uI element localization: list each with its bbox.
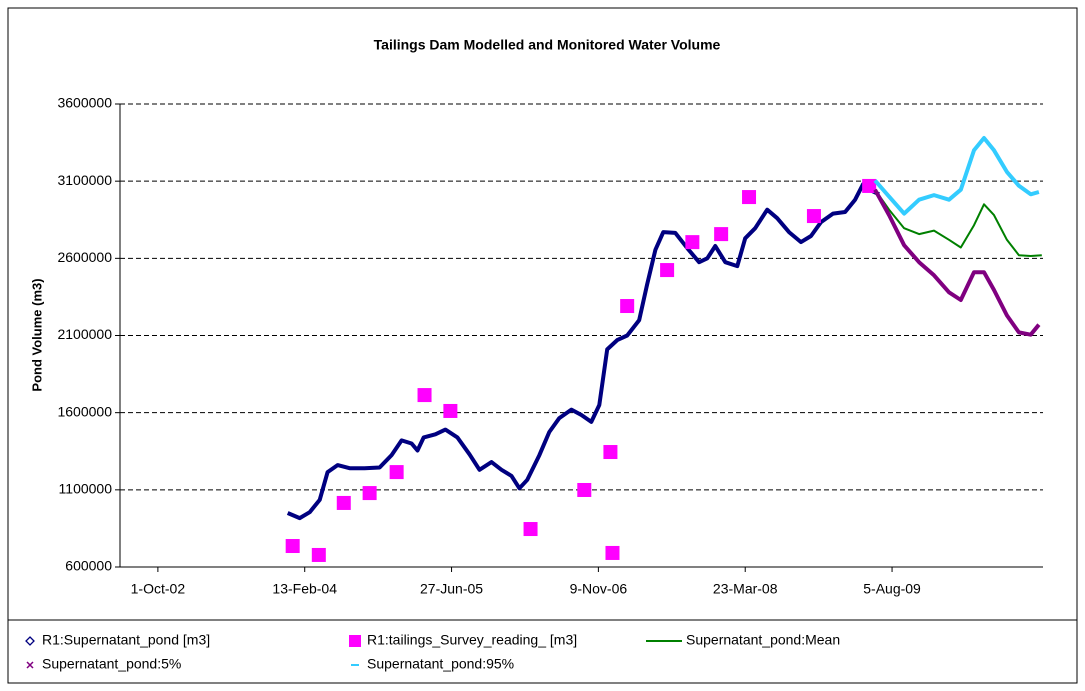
survey-marker	[577, 482, 592, 497]
survey-marker	[443, 403, 458, 418]
survey-marker	[660, 263, 675, 278]
survey-marker	[605, 545, 620, 560]
series-line	[874, 189, 1042, 257]
y-tick-label: 3100000	[57, 172, 112, 188]
survey-marker	[714, 227, 729, 242]
survey-marker	[685, 235, 700, 250]
legend-label: Supernatant_pond:95%	[367, 656, 514, 672]
y-tick-label: 2100000	[57, 326, 112, 342]
legend-frame	[7, 619, 1078, 684]
x-tick-label: 5-Aug-09	[863, 581, 921, 597]
y-tick-label: 600000	[65, 558, 112, 574]
series-line	[286, 182, 880, 521]
survey-marker	[620, 299, 635, 314]
x-tick-label: 13-Feb-04	[272, 581, 337, 597]
legend-symbol	[349, 635, 361, 647]
survey-marker	[336, 495, 351, 510]
y-axis-label: Pond Volume (m3)	[29, 278, 44, 391]
legend-label: R1:tailings_Survey_reading_ [m3]	[367, 632, 577, 648]
survey-marker	[523, 522, 538, 537]
survey-marker	[362, 486, 377, 501]
y-tick-label: 3600000	[57, 95, 112, 111]
survey-marker	[742, 190, 757, 205]
chart-frame	[7, 7, 1078, 684]
x-tick-label: 1-Oct-02	[131, 581, 186, 597]
survey-marker	[417, 388, 432, 403]
y-tick-label: 1600000	[57, 403, 112, 419]
series-line	[873, 136, 1040, 216]
legend-label: Supernatant_pond:5%	[42, 656, 181, 672]
survey-marker	[389, 465, 404, 480]
legend-label: R1:Supernatant_pond [m3]	[42, 632, 210, 648]
y-tick-label: 2600000	[57, 249, 112, 265]
survey-marker	[806, 209, 821, 224]
x-tick-label: 27-Jun-05	[420, 581, 483, 597]
survey-marker	[862, 178, 877, 193]
legend-symbol	[25, 636, 35, 646]
x-tick-label: 9-Nov-06	[570, 581, 628, 597]
x-tick-label: 23-Mar-08	[713, 581, 778, 597]
survey-marker	[603, 445, 618, 460]
survey-marker	[285, 539, 300, 554]
y-tick-label: 1100000	[59, 481, 113, 497]
legend-label: Supernatant_pond:Mean	[686, 632, 840, 648]
legend-symbol	[26, 661, 34, 669]
series-line	[873, 188, 1041, 337]
survey-marker	[311, 547, 326, 562]
chart-title: Tailings Dam Modelled and Monitored Wate…	[374, 37, 721, 53]
